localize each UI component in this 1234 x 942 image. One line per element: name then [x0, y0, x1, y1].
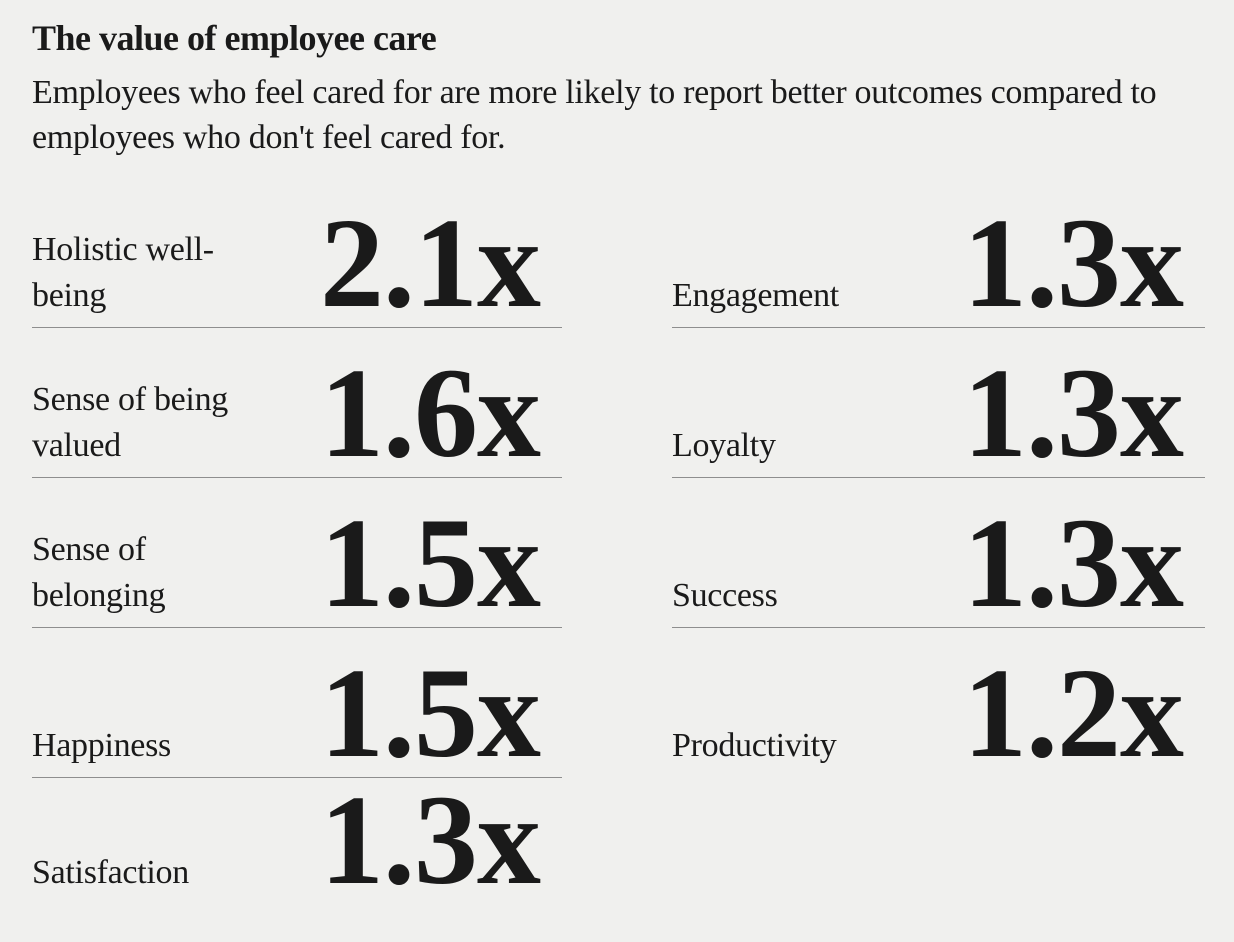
metrics-grid: Holistic well-being 2.1x Sense of being … — [32, 178, 1206, 904]
metric-value: 1.3x — [963, 192, 1184, 334]
metric-value: 1.6x — [320, 342, 541, 484]
metric-row-holistic-well-being: Holistic well-being 2.1x — [32, 178, 562, 328]
metric-label: Sense of being valued — [32, 381, 228, 464]
metrics-column-right: Engagement 1.3x Loyalty 1.3x Success 1.3… — [672, 178, 1205, 904]
metric-label: Success — [672, 577, 778, 614]
page-title: The value of employee care — [32, 18, 437, 58]
metric-value: 1.5x — [320, 492, 541, 634]
metric-label: Holistic well-being — [32, 231, 214, 314]
metric-row-satisfaction: Satisfaction 1.3x — [32, 769, 562, 911]
metric-label: Productivity — [672, 727, 837, 764]
metric-row-success: Success 1.3x — [672, 478, 1205, 628]
metric-value: 2.1x — [320, 192, 541, 334]
infographic: The value of employee care Employees who… — [32, 18, 1206, 904]
metrics-column-left: Holistic well-being 2.1x Sense of being … — [32, 178, 562, 904]
metric-row-engagement: Engagement 1.3x — [672, 178, 1205, 328]
metric-value: 1.3x — [963, 492, 1184, 634]
metric-row-sense-of-being-valued: Sense of being valued 1.6x — [32, 328, 562, 478]
metric-row-sense-of-belonging: Sense of belonging 1.5x — [32, 478, 562, 628]
metric-value: 1.3x — [963, 342, 1184, 484]
metric-row-productivity: Productivity 1.2x — [672, 628, 1205, 777]
metric-value: 1.2x — [963, 642, 1184, 784]
metric-row-happiness: Happiness 1.5x — [32, 628, 562, 778]
metric-value: 1.3x — [320, 769, 541, 911]
metric-label: Engagement — [672, 277, 839, 314]
metric-label: Happiness — [32, 727, 171, 764]
subtitle: Employees who feel cared for are more li… — [32, 74, 1157, 156]
metric-value: 1.5x — [320, 642, 541, 784]
metric-label: Sense of belonging — [32, 531, 166, 614]
metric-label: Satisfaction — [32, 854, 189, 891]
metric-row-loyalty: Loyalty 1.3x — [672, 328, 1205, 478]
metric-label: Loyalty — [672, 427, 776, 464]
